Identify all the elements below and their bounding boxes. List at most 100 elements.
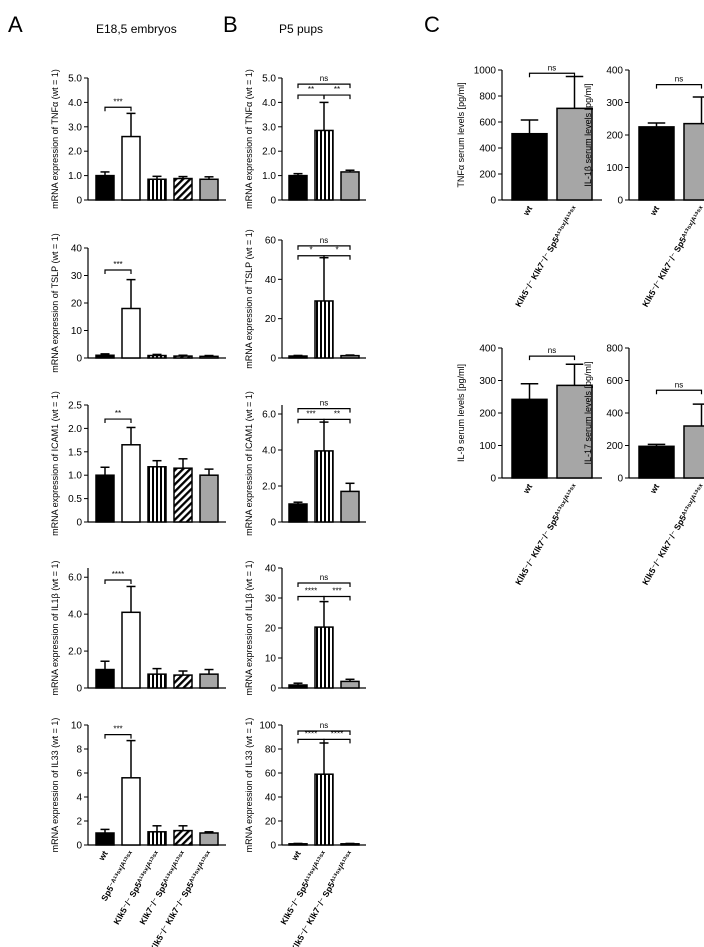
- y-axis-label: mRNA expression of TSLP (wt = 1): [244, 229, 254, 368]
- y-tick-label: 400: [479, 344, 496, 355]
- y-tick-label: 8: [76, 745, 82, 756]
- significance-bracket: [297, 595, 325, 601]
- y-tick-label: 4.0: [68, 98, 82, 109]
- significance-label: ns: [675, 75, 683, 84]
- significance-label: **: [308, 85, 314, 94]
- y-tick-label: 40: [71, 244, 83, 255]
- y-tick-label: 0: [490, 196, 496, 207]
- y-tick-label: 4.0: [262, 446, 276, 457]
- category-label: wt: [647, 482, 661, 496]
- y-tick-label: 2.0: [262, 482, 276, 493]
- category-label: Klk5⁻/⁻ Sp5ᴬ¹³⁵ˣ/ᴬ¹³⁵ˣ: [278, 848, 329, 926]
- y-axis-label: IL-9 serum levels [pg/ml]: [456, 364, 466, 462]
- y-axis-label: IL-1β serum levels [pg/ml]: [583, 83, 593, 186]
- y-tick-label: 2.0: [68, 647, 82, 658]
- bar: [147, 831, 167, 846]
- y-tick-label: 0: [270, 841, 276, 852]
- bar: [638, 445, 675, 479]
- significance-bracket: [297, 408, 351, 413]
- y-tick-label: 0: [270, 684, 276, 695]
- y-axis-label: mRNA expression of IL1β (wt = 1): [244, 561, 254, 696]
- bar: [173, 355, 193, 359]
- bar: [511, 132, 548, 201]
- significance-label: ns: [320, 236, 328, 245]
- chart-c2: 0 100 200 300 400 IL-1β serum levels [pg/ml] n…: [583, 66, 704, 309]
- y-tick-label: 4.0: [262, 98, 276, 109]
- significance-bracket: [323, 418, 351, 424]
- y-tick-label: 5.0: [262, 74, 276, 85]
- bar: [314, 129, 334, 201]
- significance-bracket: [297, 94, 325, 100]
- significance-bracket: [655, 389, 703, 395]
- bar: [511, 398, 548, 479]
- y-tick-label: 40: [265, 793, 277, 804]
- y-tick-label: 30: [71, 271, 83, 282]
- bar: [638, 126, 675, 201]
- bar: [683, 122, 704, 201]
- y-tick-label: 600: [606, 376, 623, 387]
- bar: [95, 832, 115, 846]
- y-tick-label: 200: [606, 441, 623, 452]
- significance-label: ***: [113, 725, 122, 734]
- category-label: Klk7⁻/⁻ Sp5ᴬ¹³⁵ˣ/ᴬ¹³⁵ˣ: [137, 848, 188, 926]
- significance-bracket: [297, 730, 351, 735]
- category-label: Klk5⁻/⁻ Klk7⁻/⁻ Sp5ᴬ¹³⁵ˣ/ᴬ¹³⁵ˣ: [640, 203, 704, 308]
- y-axis-label: mRNA expression of TNFα (wt = 1): [244, 69, 254, 209]
- bar: [173, 674, 193, 689]
- significance-bracket: [323, 595, 351, 601]
- significance-label: ***: [332, 587, 341, 596]
- chart-c3: 0 100 200 300 400 IL-9 serum levels [pg/ml] ns…: [456, 344, 602, 587]
- bar: [173, 829, 193, 846]
- category-label: Klk5⁻/⁻ Klk7⁻/⁻ Sp5ᴬ¹³⁵ˣ/ᴬ¹³⁵ˣ: [513, 203, 580, 308]
- significance-label: ns: [320, 573, 328, 582]
- y-tick-label: 1000: [474, 66, 497, 77]
- y-tick-label: 600: [479, 118, 496, 129]
- bar: [147, 673, 167, 689]
- chart-c4: 0 200 400 600 800 IL-17 serum levels [pg/ml] n…: [583, 344, 704, 587]
- significance-label: **: [334, 85, 340, 94]
- y-tick-label: 60: [265, 769, 277, 780]
- significance-bracket: [104, 418, 132, 424]
- y-tick-label: 200: [479, 170, 496, 181]
- y-tick-label: 0.5: [68, 494, 82, 505]
- significance-label: ns: [320, 721, 328, 730]
- bar: [340, 354, 360, 359]
- chart-b3: 0 2.0 4.0 6.0 mRNA expression of ICAM1 (wt =…: [244, 391, 366, 536]
- y-axis-label: mRNA expression of IL33 (wt = 1): [244, 718, 254, 853]
- bar: [683, 425, 704, 479]
- y-tick-label: 1.0: [68, 471, 82, 482]
- bar: [121, 777, 141, 846]
- bar: [199, 355, 219, 359]
- bar: [556, 384, 593, 479]
- y-tick-label: 100: [259, 721, 276, 732]
- y-axis-label: IL-17 serum levels [pg/ml]: [583, 361, 593, 464]
- y-tick-label: 1.0: [262, 171, 276, 182]
- bar: [199, 474, 219, 523]
- y-tick-label: 800: [606, 344, 623, 355]
- significance-bracket: [528, 355, 576, 361]
- y-tick-label: 1.5: [68, 447, 82, 458]
- bar: [147, 354, 167, 359]
- bar: [121, 444, 141, 523]
- y-axis-label: mRNA expression of ICAM1 (wt = 1): [244, 391, 254, 536]
- bar: [173, 467, 193, 523]
- bar: [314, 626, 334, 689]
- chart-c1: 0 200 400 600 800 1000 TNFα serum levels [pg/m…: [456, 63, 602, 309]
- y-tick-label: 300: [606, 98, 623, 109]
- bar: [199, 178, 219, 201]
- significance-bracket: [323, 94, 351, 100]
- y-tick-label: 400: [479, 144, 496, 155]
- significance-bracket: [104, 106, 132, 112]
- y-tick-label: 0: [617, 474, 623, 485]
- significance-label: ns: [320, 74, 328, 83]
- category-label: Klk5⁻/⁻ Klk7⁻/⁻ Sp5ᴬ¹³⁵ˣ/ᴬ¹³⁵ˣ: [513, 481, 580, 586]
- chart-a3: 0 0.5 1.0 1.5 2.0 2.5 mRNA expression of ICAM1…: [50, 391, 226, 536]
- y-tick-label: 0: [76, 684, 82, 695]
- y-tick-label: 10: [265, 654, 277, 665]
- y-axis-label: mRNA expression of ICAM1 (wt = 1): [50, 391, 60, 536]
- bar: [556, 107, 593, 201]
- y-tick-label: 6: [76, 769, 82, 780]
- bar: [147, 178, 167, 201]
- bar: [340, 680, 360, 689]
